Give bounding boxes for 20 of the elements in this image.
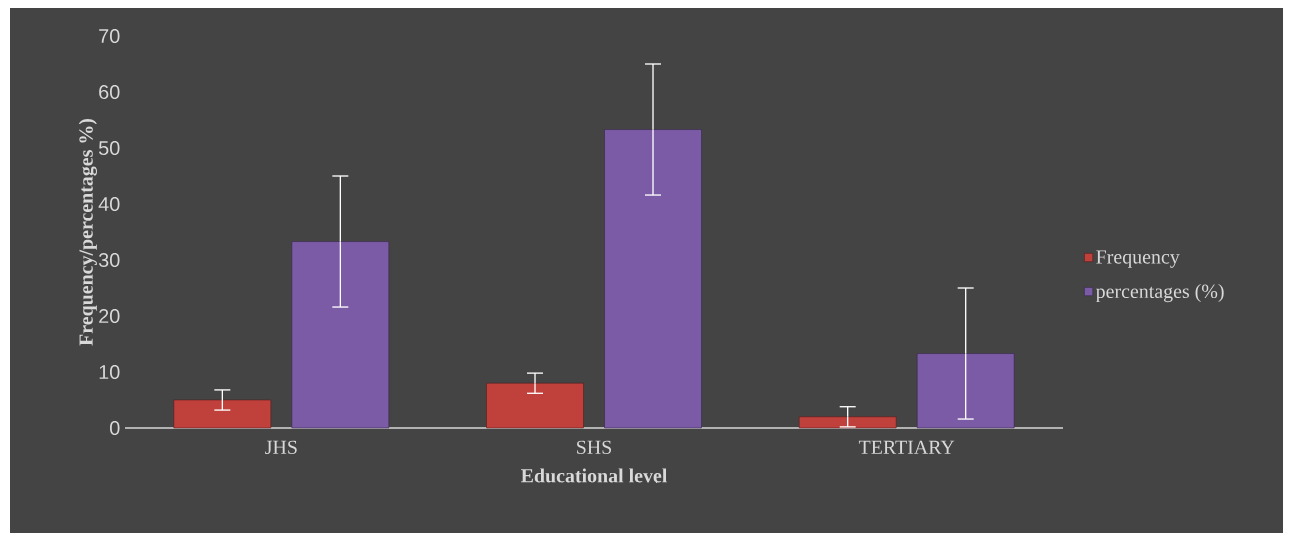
bar — [486, 382, 584, 429]
x-axis-title: Educational level — [521, 468, 668, 483]
x-tick-label: JHS — [265, 440, 297, 455]
bar — [798, 416, 897, 429]
y-tick-label: 20 — [99, 308, 120, 324]
y-axis-title: Frequency/percentages %) — [78, 118, 97, 346]
x-tick-label: SHS — [577, 440, 612, 455]
legend-label: percentages (%) — [1095, 284, 1224, 303]
bar — [173, 399, 272, 429]
y-tick-label: 70 — [99, 28, 120, 44]
bar — [604, 129, 702, 429]
y-tick-label: 10 — [99, 364, 120, 380]
y-tick-label: 50 — [98, 140, 120, 156]
y-tick-label: 40 — [98, 196, 120, 212]
x-tick-label: TERTIARY — [858, 440, 955, 454]
y-tick-label: 30 — [98, 252, 120, 268]
bar — [291, 241, 390, 429]
legend-label: Frequency — [1096, 250, 1180, 268]
y-tick-label: 0 — [110, 420, 120, 436]
y-tick-label: 60 — [99, 84, 120, 100]
